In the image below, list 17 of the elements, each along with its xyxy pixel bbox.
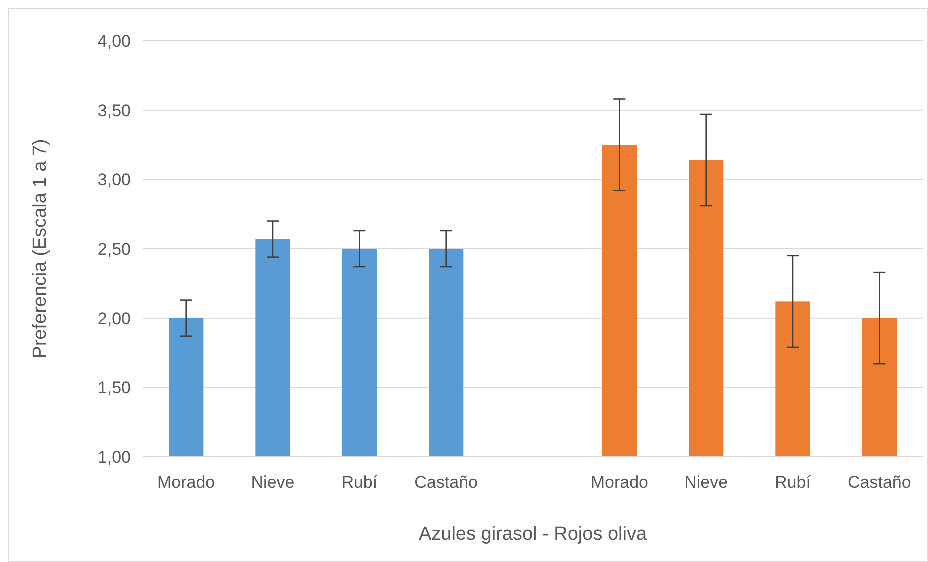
x-tick-label: Castaño [414,473,478,492]
x-tick-label: Morado [158,473,216,492]
x-tick-label: Morado [590,473,648,492]
y-tick-label: 3,50 [98,101,131,120]
y-tick-label: 3,00 [98,170,131,190]
y-axis-title: Preferencia (Escala 1 a 7) [30,139,51,359]
x-tick-label: Rubí [775,473,812,492]
y-tick-label: 2,00 [98,309,131,328]
y-tick-label: 1,50 [98,378,131,398]
y-tick-label: 1,00 [98,448,131,467]
x-tick-label: Nieve [684,473,728,492]
x-tick-label: Rubí [342,473,378,492]
x-tick-label: Castaño [848,473,912,492]
y-tick-label: 2,50 [98,240,131,259]
x-axis-title: Azules girasol - Rojos oliva [418,524,648,545]
x-tick-label: Nieve [251,473,295,492]
y-tick-label: 4,00 [98,32,131,51]
